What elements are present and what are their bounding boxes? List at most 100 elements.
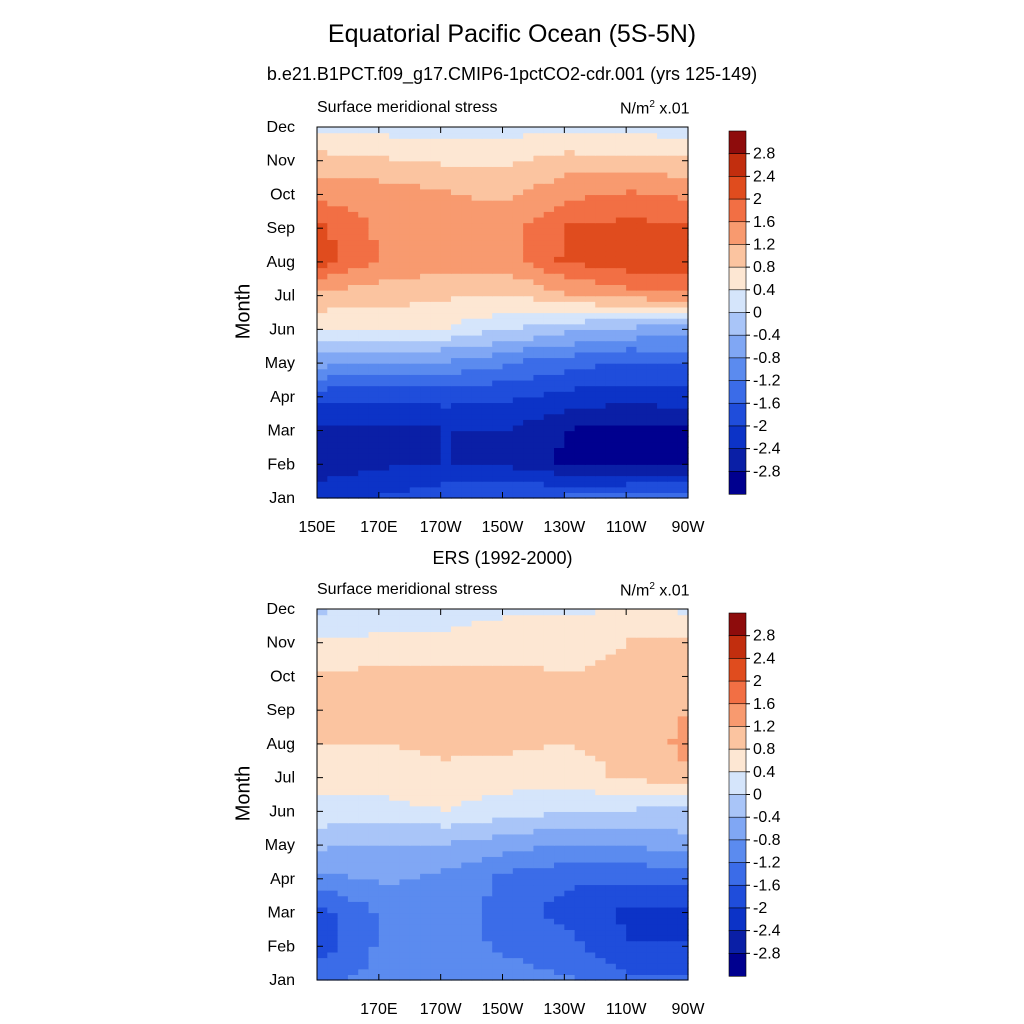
heatmap-cell xyxy=(677,693,689,700)
heatmap-cell xyxy=(584,822,596,829)
heatmap-cell xyxy=(399,368,411,375)
heatmap-cell xyxy=(399,267,411,274)
heatmap-cell xyxy=(512,816,524,824)
heatmap-cell xyxy=(471,301,483,308)
heatmap-cell xyxy=(677,419,689,426)
heatmap-cell xyxy=(677,951,689,959)
heatmap-cell xyxy=(337,867,349,874)
heatmap-cell xyxy=(430,828,442,835)
heatmap-cell xyxy=(667,890,679,897)
heatmap-cell xyxy=(523,402,535,409)
heatmap-cell xyxy=(595,430,607,437)
heatmap-cell xyxy=(584,211,596,218)
heatmap-cell xyxy=(337,828,349,835)
heatmap-cell xyxy=(399,250,411,257)
heatmap-cell xyxy=(450,469,462,477)
heatmap-cell xyxy=(584,346,596,353)
heatmap-cell xyxy=(615,957,627,964)
heatmap-cell xyxy=(646,867,658,874)
heatmap-cell xyxy=(584,306,596,314)
heatmap-cell xyxy=(605,424,617,432)
heatmap-cell xyxy=(378,631,390,638)
heatmap-cell xyxy=(502,346,514,353)
heatmap-cell xyxy=(646,901,658,908)
heatmap-cell xyxy=(492,710,504,717)
heatmap-cell xyxy=(492,424,504,432)
heatmap-cell xyxy=(368,306,380,314)
heatmap-cell xyxy=(347,211,359,218)
colorbar-swatch xyxy=(728,471,747,495)
heatmap-cell xyxy=(543,436,555,443)
heatmap-cell xyxy=(337,273,349,280)
heatmap-cell xyxy=(626,794,638,801)
heatmap-cell xyxy=(337,211,349,218)
heatmap-cell xyxy=(574,486,586,493)
heatmap-cell xyxy=(533,710,545,717)
heatmap-cell xyxy=(347,385,359,392)
heatmap-cell xyxy=(327,833,339,841)
heatmap-cell xyxy=(358,749,370,756)
heatmap-cell xyxy=(368,946,380,953)
heatmap-cell xyxy=(636,923,648,931)
heatmap-cell xyxy=(657,346,668,353)
heatmap-cell xyxy=(523,177,535,184)
heatmap-cell xyxy=(564,805,576,812)
heatmap-cell xyxy=(368,408,380,415)
heatmap-cell xyxy=(523,974,535,981)
heatmap-cell xyxy=(564,318,576,325)
heatmap-cell xyxy=(626,216,638,224)
heatmap-cell xyxy=(430,659,442,666)
heatmap-cell xyxy=(358,946,370,953)
heatmap-cell xyxy=(657,845,668,852)
heatmap-cell xyxy=(461,261,473,269)
heatmap-cell xyxy=(554,963,565,970)
heatmap-cell xyxy=(450,670,462,678)
heatmap-cell xyxy=(667,755,679,762)
heatmap-cell xyxy=(347,138,359,145)
heatmap-cell xyxy=(677,205,689,212)
heatmap-cell xyxy=(481,200,493,207)
heatmap-cell xyxy=(471,323,483,330)
heatmap-cell xyxy=(358,777,370,784)
heatmap-cell xyxy=(492,620,504,627)
heatmap-cell xyxy=(450,357,462,364)
heatmap-cell xyxy=(512,160,524,167)
heatmap-cell xyxy=(430,323,442,330)
heatmap-cell xyxy=(605,256,617,263)
heatmap-cell xyxy=(574,749,586,756)
heatmap-cell xyxy=(605,687,617,694)
heatmap-cell xyxy=(450,676,462,683)
heatmap-cell xyxy=(358,811,370,818)
heatmap-cell xyxy=(409,205,421,212)
heatmap-cell xyxy=(327,436,339,443)
heatmap-cell xyxy=(471,278,483,285)
heatmap-cell xyxy=(502,625,514,633)
heatmap-cell xyxy=(595,183,607,190)
heatmap-cell xyxy=(420,940,431,947)
heatmap-cell xyxy=(327,682,339,689)
heatmap-cell xyxy=(657,912,668,919)
heatmap-cell xyxy=(450,306,462,314)
heatmap-cell xyxy=(574,290,586,297)
colorbar-swatch xyxy=(728,612,747,637)
heatmap-cell xyxy=(523,312,535,319)
heatmap-cell xyxy=(420,239,431,246)
heatmap-cell xyxy=(502,261,514,269)
heatmap-cell xyxy=(543,895,555,902)
heatmap-cell xyxy=(554,160,565,167)
heatmap-cell xyxy=(543,205,555,212)
x-tick-label: 170E xyxy=(360,1001,397,1018)
heatmap-cell xyxy=(420,777,431,784)
heatmap-cell xyxy=(533,890,545,897)
heatmap-cell xyxy=(409,682,421,689)
heatmap-cell xyxy=(420,895,431,902)
heatmap-cell xyxy=(574,267,586,274)
heatmap-cell xyxy=(450,805,462,812)
heatmap-cell xyxy=(533,637,545,644)
heatmap-cell xyxy=(605,811,617,818)
heatmap-cell xyxy=(389,318,401,325)
heatmap-cell xyxy=(564,363,576,370)
heatmap-cell xyxy=(605,923,617,931)
heatmap-cell xyxy=(533,363,545,370)
heatmap-cell xyxy=(317,867,328,874)
